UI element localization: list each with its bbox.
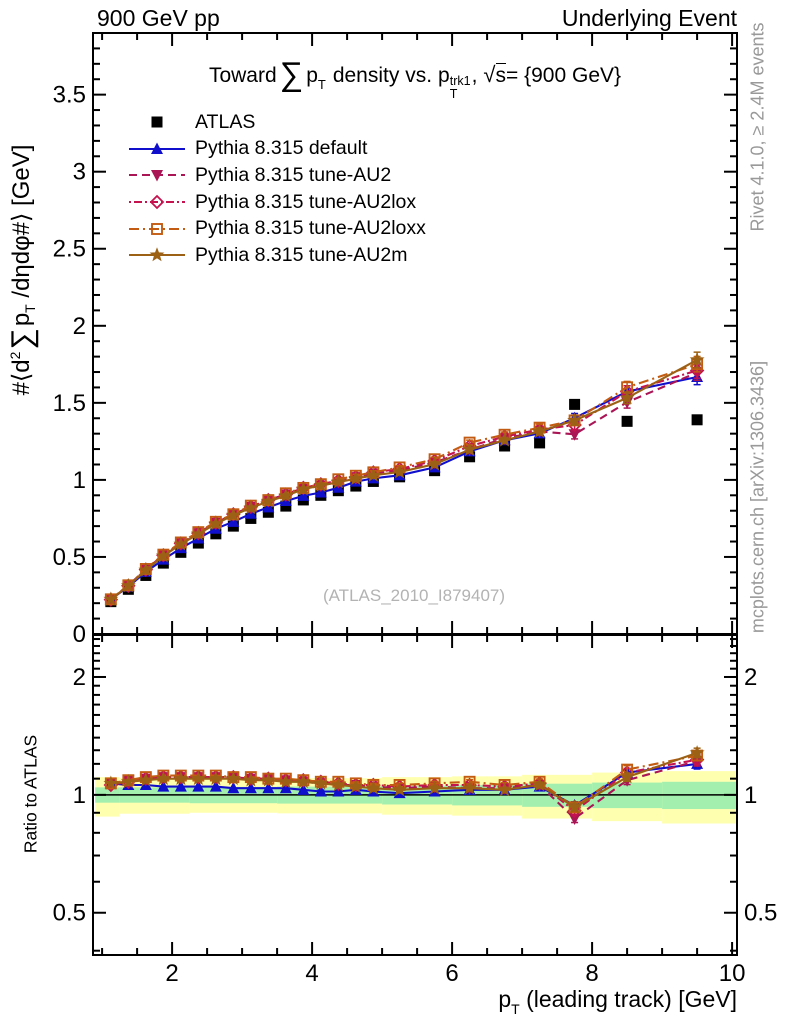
legend-item-label: Pythia 8.315 tune-AU2m xyxy=(195,243,408,266)
sqrt-symbol: √ xyxy=(483,62,496,87)
side-note-generator: Rivet 4.1.0, ≥ 2.4M events xyxy=(747,22,768,232)
legend-item-label: ATLAS xyxy=(195,110,256,133)
y-label-a: #⟨d xyxy=(8,359,35,396)
x-label-p: p xyxy=(498,986,512,1012)
main-series-4 xyxy=(103,351,705,606)
triangle-up-icon xyxy=(129,142,185,154)
y-tick-label: 2 xyxy=(73,313,86,340)
title-text-2: density vs. xyxy=(332,64,433,87)
diamond-open-icon xyxy=(129,194,185,210)
title-ptlead-sup: trk1 xyxy=(449,74,471,88)
y-tick-label: 2.5 xyxy=(53,236,86,263)
y-tick-label: 3.5 xyxy=(53,82,86,109)
y-label-sigma: ∑ xyxy=(6,328,39,350)
title-s: s xyxy=(495,63,506,87)
ratio-tick-label-left: 1 xyxy=(73,782,86,809)
x-tick-label: 10 xyxy=(719,960,746,987)
x-axis-title: pT (leading track) [GeV] xyxy=(498,986,737,1017)
y-label-c: /dηdφ#⟩ [GeV] xyxy=(8,144,35,305)
x-tick-label: 4 xyxy=(305,960,318,987)
legend-item-reference: ATLAS xyxy=(128,109,426,136)
legend-item-0: Pythia 8.315 default xyxy=(128,136,426,163)
header-analysis-group: Underlying Event xyxy=(561,5,737,31)
legend-item-label: Pythia 8.315 default xyxy=(195,137,368,160)
legend-item-2: Pythia 8.315 tune-AU2lox xyxy=(128,189,426,216)
y-label-sub: T xyxy=(22,304,38,313)
y-tick-label: 3 xyxy=(73,159,86,186)
legend-item-1: Pythia 8.315 tune-AU2 xyxy=(128,162,426,189)
sigma-symbol: ∑ xyxy=(279,55,304,92)
legend: ATLAS Pythia 8.315 default Pythia 8.315 tu… xyxy=(128,109,426,269)
ratio-tick-label-left: 0.5 xyxy=(53,900,86,927)
legend-item-label: Pythia 8.315 tune-AU2loxx xyxy=(195,217,426,240)
title-pt-sub: T xyxy=(317,77,326,92)
y-tick-label: 0.5 xyxy=(53,544,86,571)
x-tick-label: 6 xyxy=(445,960,458,987)
main-series-2 xyxy=(103,362,705,607)
title-pt-p: p xyxy=(306,64,318,87)
y-label-sup: 2 xyxy=(7,351,23,360)
plot-title: Toward ∑ p T density vs. p trk1 T , √ s =… xyxy=(93,52,737,100)
x-label-sub: T xyxy=(511,1001,520,1017)
ratio-tick-label-right: 2 xyxy=(744,664,757,691)
side-note-source: mcplots.cern.ch [arXiv:1306.3436] xyxy=(747,360,768,634)
ratio-tick-label-right: 0.5 xyxy=(744,900,777,927)
ratio-tick-label-right: 1 xyxy=(744,782,757,809)
square-filled-icon xyxy=(151,116,163,128)
y-axis-title: #⟨d2∑pT /dηdφ#⟩ [GeV] xyxy=(3,144,39,396)
legend-item-label: Pythia 8.315 tune-AU2 xyxy=(195,163,392,186)
x-label-rest: (leading track) [GeV] xyxy=(519,986,737,1012)
y-tick-label: 1 xyxy=(73,467,86,494)
square-open-icon xyxy=(129,222,185,235)
x-tick-label: 2 xyxy=(165,960,178,987)
title-text-4: = {900 GeV} xyxy=(506,64,622,87)
analysis-id-watermark: (ATLAS_2010_I879407) xyxy=(322,586,506,605)
title-ptlead-p: p xyxy=(438,64,450,87)
x-tick-label: 8 xyxy=(585,960,598,987)
header-beam-info: 900 GeV pp xyxy=(97,5,220,31)
title-text-1: Toward xyxy=(208,64,277,87)
ratio-series-4 xyxy=(103,745,705,814)
y-label-b: p xyxy=(8,312,35,327)
star-icon xyxy=(129,247,185,262)
legend-item-3: Pythia 8.315 tune-AU2loxx xyxy=(128,215,426,242)
main-reference-points xyxy=(105,398,703,608)
y-tick-label: 0 xyxy=(73,621,86,648)
title-ptlead-supsub: trk1 T xyxy=(450,75,471,100)
legend-item-4: Pythia 8.315 tune-AU2m xyxy=(128,242,426,269)
y-tick-label: 1.5 xyxy=(53,390,86,417)
triangle-down-icon xyxy=(129,170,185,182)
title-ptlead-sub: T xyxy=(449,86,458,101)
ratio-tick-label-left: 2 xyxy=(73,664,86,691)
legend-item-label: Pythia 8.315 tune-AU2lox xyxy=(195,190,417,213)
ratio-axis-title: Ratio to ATLAS xyxy=(20,734,41,854)
axis-ticks xyxy=(93,33,737,955)
title-comma: , xyxy=(471,64,478,87)
